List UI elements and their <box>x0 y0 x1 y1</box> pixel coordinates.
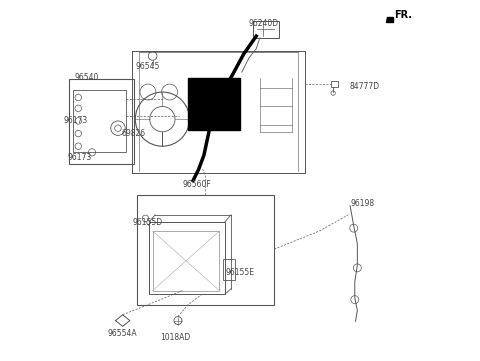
Bar <box>223 259 235 280</box>
Polygon shape <box>386 17 393 22</box>
Text: 96198: 96198 <box>351 200 375 208</box>
Bar <box>153 231 219 291</box>
Text: 96545: 96545 <box>136 62 160 71</box>
Text: FR.: FR. <box>395 10 412 20</box>
Text: 96560F: 96560F <box>182 180 211 188</box>
Bar <box>252 21 278 38</box>
Polygon shape <box>188 78 240 130</box>
Text: 96540: 96540 <box>74 73 99 82</box>
Bar <box>331 81 338 87</box>
Bar <box>137 195 274 305</box>
Text: 96173: 96173 <box>64 117 88 125</box>
Text: 96173: 96173 <box>67 153 92 161</box>
Text: 84777D: 84777D <box>349 82 380 91</box>
Bar <box>69 79 133 164</box>
Bar <box>73 90 126 152</box>
Text: 96155E: 96155E <box>226 268 254 277</box>
Text: 96155D: 96155D <box>133 218 163 226</box>
Text: 96554A: 96554A <box>108 330 137 338</box>
Text: 69826: 69826 <box>121 129 145 138</box>
Text: 96240D: 96240D <box>249 19 278 28</box>
Bar <box>149 222 225 294</box>
Text: 1018AD: 1018AD <box>160 333 190 342</box>
